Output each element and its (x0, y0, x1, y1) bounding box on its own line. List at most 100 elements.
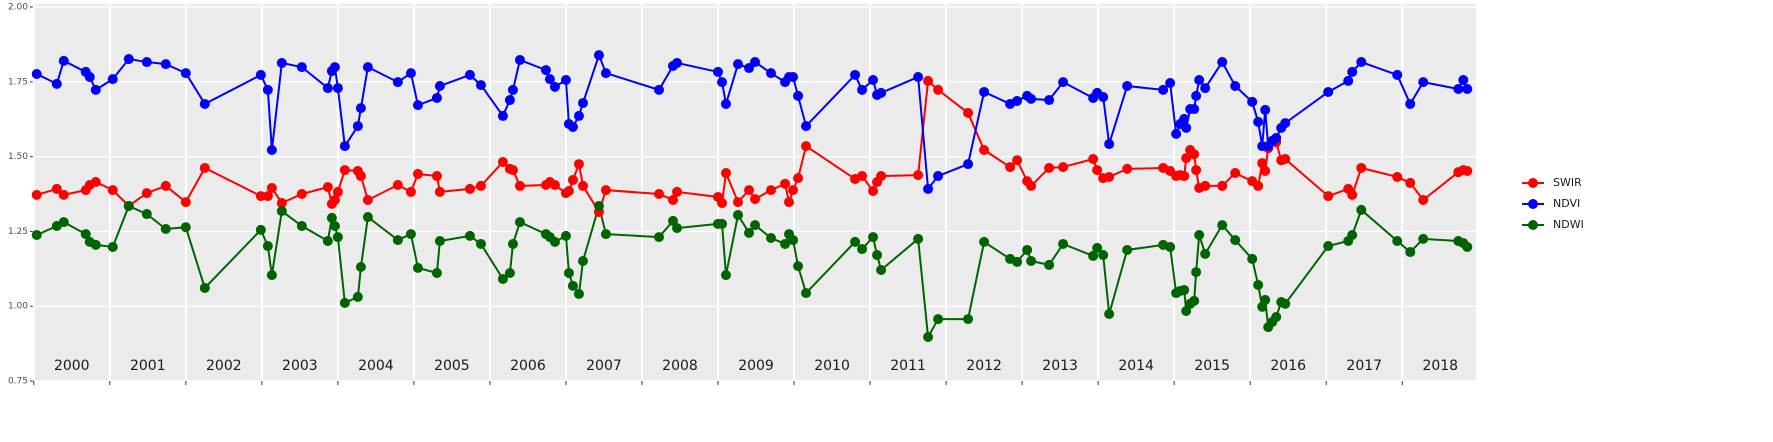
point (780, 238, 791, 249)
point (266, 145, 277, 156)
point (765, 232, 776, 243)
point (1280, 298, 1291, 309)
point (1260, 104, 1271, 115)
point (434, 80, 445, 91)
point (563, 267, 574, 278)
point (464, 69, 475, 80)
point (1392, 171, 1403, 182)
point (58, 217, 69, 228)
point (141, 57, 152, 68)
point (1462, 83, 1473, 94)
point (1200, 83, 1211, 94)
point (868, 232, 879, 243)
point (1217, 180, 1228, 191)
point (412, 262, 423, 273)
point (750, 220, 761, 231)
point (868, 186, 879, 197)
y-tick-label: 1.50 (8, 152, 28, 162)
point (107, 185, 118, 196)
point (1347, 66, 1358, 77)
point (1323, 191, 1334, 202)
x-tick-label: 2015 (1194, 358, 1230, 374)
point (1462, 165, 1473, 176)
point (1418, 194, 1429, 205)
point (1158, 84, 1169, 95)
point (1098, 92, 1109, 103)
point (857, 171, 868, 182)
point (788, 185, 799, 196)
y-tick-label: 1.75 (8, 77, 28, 87)
point (1044, 259, 1055, 270)
point (549, 236, 560, 247)
point (1200, 180, 1211, 191)
point (58, 55, 69, 66)
point (276, 206, 287, 217)
point (933, 171, 944, 182)
x-tick-label: 2008 (662, 358, 698, 374)
point (262, 84, 273, 95)
point (600, 68, 611, 79)
point (1189, 104, 1200, 115)
point (1022, 244, 1033, 255)
x-tick-label: 2011 (890, 358, 926, 374)
point (1280, 118, 1291, 129)
point (717, 218, 728, 229)
point (514, 217, 525, 228)
point (405, 229, 416, 240)
point (857, 244, 868, 255)
point (876, 171, 887, 182)
point (544, 74, 555, 85)
point (654, 232, 665, 243)
point (1181, 153, 1192, 164)
point (329, 62, 340, 73)
point (872, 250, 883, 261)
x-tick-label: 2003 (282, 358, 318, 374)
point (392, 180, 403, 191)
x-tick-label: 2014 (1118, 358, 1154, 374)
point (123, 54, 134, 65)
point (720, 168, 731, 179)
point (963, 159, 974, 170)
point (339, 297, 350, 308)
point (1392, 235, 1403, 246)
point (717, 197, 728, 208)
point (850, 69, 861, 80)
point (1200, 248, 1211, 259)
point (362, 212, 373, 223)
point (1012, 155, 1023, 166)
point (276, 197, 287, 208)
point (497, 273, 508, 284)
x-tick-label: 2005 (434, 358, 470, 374)
point (1462, 241, 1473, 252)
x-tick-label: 2002 (206, 358, 242, 374)
point (355, 103, 366, 114)
point (1088, 250, 1099, 261)
point (107, 241, 118, 252)
point (654, 189, 665, 199)
x-tick-label: 2012 (966, 358, 1002, 374)
point (160, 224, 171, 235)
point (1194, 229, 1205, 240)
legend-label: NDWI (1553, 218, 1584, 231)
point (1179, 113, 1190, 124)
point (1058, 162, 1069, 173)
point (90, 239, 101, 250)
point (507, 84, 518, 95)
point (31, 229, 42, 240)
point (788, 235, 799, 246)
point (1347, 229, 1358, 240)
point (560, 75, 571, 86)
point (1217, 57, 1228, 68)
point (793, 261, 804, 272)
point (1343, 75, 1354, 86)
point (788, 72, 799, 83)
point (123, 200, 134, 211)
point (392, 77, 403, 88)
point (540, 65, 551, 76)
point (1026, 256, 1037, 267)
point (1260, 165, 1271, 176)
point (322, 235, 333, 246)
point (339, 165, 350, 176)
point (1253, 279, 1264, 290)
point (352, 291, 363, 302)
